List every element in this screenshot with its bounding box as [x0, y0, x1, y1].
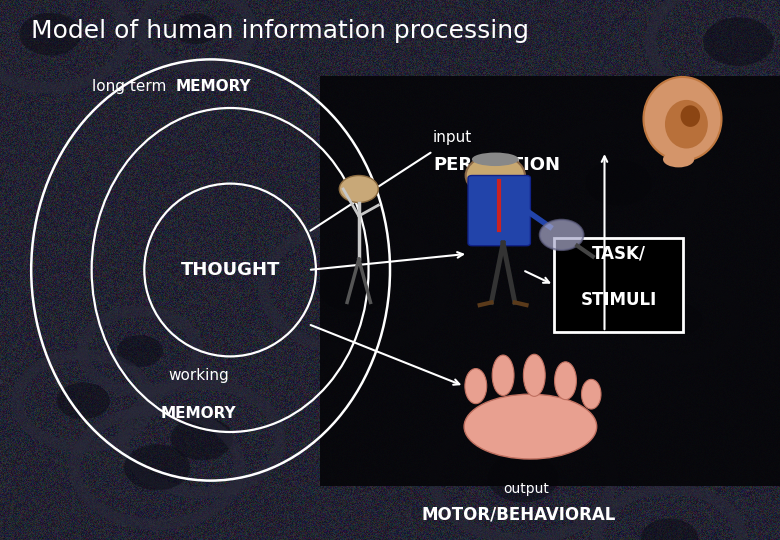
FancyBboxPatch shape — [468, 176, 530, 246]
Text: PERCEPTION: PERCEPTION — [433, 156, 560, 174]
Circle shape — [488, 453, 558, 502]
Circle shape — [657, 304, 703, 335]
Circle shape — [540, 220, 583, 250]
Ellipse shape — [465, 368, 487, 404]
Bar — [554, 238, 682, 332]
Text: MEMORY: MEMORY — [161, 406, 236, 421]
Ellipse shape — [523, 354, 545, 396]
Circle shape — [585, 160, 652, 206]
Text: input: input — [433, 130, 472, 145]
Text: TASK/: TASK/ — [591, 245, 646, 263]
Ellipse shape — [492, 355, 514, 395]
Circle shape — [339, 176, 378, 202]
Circle shape — [317, 262, 390, 312]
Text: MEMORY: MEMORY — [176, 79, 251, 94]
Ellipse shape — [665, 100, 708, 149]
Ellipse shape — [644, 77, 722, 161]
Text: long term: long term — [92, 79, 172, 94]
Circle shape — [117, 335, 163, 367]
Circle shape — [171, 417, 233, 460]
Circle shape — [124, 444, 190, 490]
Circle shape — [173, 14, 218, 44]
Circle shape — [466, 155, 525, 196]
Text: working: working — [168, 368, 229, 383]
Ellipse shape — [663, 151, 694, 167]
Text: THOUGHT: THOUGHT — [180, 261, 280, 279]
Text: MOTOR/BEHAVIORAL: MOTOR/BEHAVIORAL — [421, 505, 616, 523]
Ellipse shape — [464, 394, 597, 459]
Circle shape — [57, 382, 110, 419]
Bar — [320, 76, 780, 486]
Text: Model of human information processing: Model of human information processing — [31, 19, 529, 43]
Circle shape — [20, 13, 81, 56]
Text: STIMULI: STIMULI — [580, 291, 657, 309]
Circle shape — [703, 17, 774, 66]
Ellipse shape — [555, 362, 576, 400]
Text: output: output — [504, 482, 549, 496]
Circle shape — [640, 518, 698, 540]
Ellipse shape — [472, 152, 519, 166]
Ellipse shape — [680, 105, 700, 127]
Ellipse shape — [582, 379, 601, 409]
